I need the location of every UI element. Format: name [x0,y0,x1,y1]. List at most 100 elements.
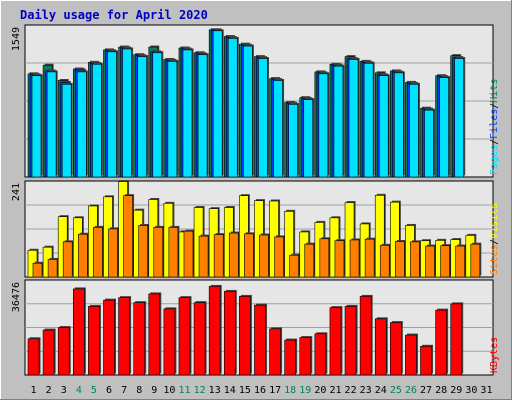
bar-sites-day-13 [213,234,224,278]
legend-entry: Hits [489,79,500,103]
x-label-day: 20 [314,385,326,396]
legend-hits-files-pages: Pages/Files/Hits [489,79,500,175]
x-label-day: 15 [239,385,251,396]
x-label-day: 9 [151,385,157,396]
x-label-day: 2 [46,385,52,396]
bar-pages-day-5 [92,63,102,178]
bar-pages-day-24 [378,75,389,178]
panel-kbytes: 36476 KBytes [11,279,500,376]
legend-entry: / [489,239,500,245]
bar-pages-day-22 [348,59,359,178]
x-label-day: 27 [420,385,432,396]
bar-kbytes-day-18 [284,339,296,376]
y-max-label: 36476 [11,282,22,312]
bar-pages-day-4 [76,71,87,178]
bar-pages-day-8 [137,56,147,178]
bar-sites-day-24 [379,245,390,278]
legend-entry: / [489,103,500,109]
bar-pages-day-3 [61,84,72,178]
bar-kbytes-day-7 [118,297,130,376]
bar-kbytes-day-4 [72,288,85,376]
x-axis-labels: 1 2 3 4 5 6 7 8 9 10 11 12 13 14 15 16 17 18 19 20 21 22 23 24 2… [31,385,493,396]
x-label-day: 29 [450,385,462,396]
bar-pages-day-17 [273,80,283,178]
bar-sites-day-5 [93,227,103,278]
bar-kbytes-day-26 [405,334,417,376]
bar-pages-day-9 [152,52,163,178]
bar-kbytes-day-20 [314,333,327,376]
x-label-day: 11 [178,385,190,396]
x-label-day: 3 [61,385,67,396]
bar-pages-day-27 [424,109,434,178]
legend-entry: KBytes [489,337,500,373]
bar-kbytes-day-11 [178,297,191,376]
bar-kbytes-day-5 [88,306,100,376]
panel-hits-files-pages: 1549 Pages/Files/Hits [11,24,500,178]
bar-sites-day-11 [183,230,194,278]
bar-kbytes-day-27 [420,346,432,376]
legend-entry: Visits [489,203,500,239]
bar-kbytes-day-22 [344,306,357,376]
bar-kbytes-day-9 [148,293,161,376]
bar-kbytes-day-24 [374,318,387,376]
bar-sites-day-10 [168,227,179,278]
bar-sites-day-7 [123,195,133,278]
bar-kbytes-day-1 [27,338,40,376]
bar-sites-day-29 [455,245,466,278]
x-label-day: 4 [76,385,82,396]
x-label-day: 31 [480,385,492,396]
bar-pages-day-15 [243,45,253,178]
bar-pages-day-21 [333,65,344,178]
x-label-day: 5 [91,385,97,396]
bar-visits-day-25 [390,201,400,278]
x-label-day: 23 [360,385,372,396]
bar-pages-day-10 [167,61,178,178]
bar-kbytes-day-16 [254,304,266,376]
bar-sites-day-8 [138,225,148,278]
x-label-day: 1 [31,385,37,396]
bar-pages-day-6 [107,51,117,178]
legend-visits-sites: Sites/Visits [489,203,500,275]
x-label-day: 21 [329,385,341,396]
x-label-day: 13 [209,385,221,396]
bar-sites-day-23 [364,238,375,278]
x-label-day: 24 [375,385,387,396]
x-label-day: 7 [121,385,127,396]
bar-sites-day-2 [47,259,58,278]
bar-pages-day-20 [318,73,329,178]
bar-sites-day-20 [319,238,330,278]
bar-sites-day-25 [395,241,405,278]
bar-sites-day-27 [425,245,435,278]
bar-kbytes-day-6 [103,299,115,376]
bar-sites-day-3 [62,241,73,278]
bar-kbytes-day-19 [299,337,312,376]
bar-pages-day-23 [363,63,374,178]
x-label-day: 14 [224,385,236,396]
bar-sites-day-6 [108,228,118,278]
bar-pages-day-14 [227,38,238,178]
bar-sites-day-30 [470,243,481,278]
legend-entry: Files [489,109,500,139]
x-label-day: 19 [299,385,311,396]
bar-pages-day-11 [182,49,193,178]
bar-kbytes-day-15 [239,296,251,376]
bar-sites-day-15 [244,233,254,278]
y-max-label: 241 [11,183,22,201]
bar-sites-day-12 [198,235,209,278]
bar-pages-day-25 [394,72,404,178]
bar-pages-day-28 [439,77,449,178]
bar-sites-day-19 [304,243,315,278]
bar-kbytes-day-28 [435,309,447,376]
bar-sites-day-1 [32,262,43,278]
x-label-day: 17 [269,385,281,396]
bar-pages-day-19 [303,99,314,178]
x-label-day: 8 [136,385,142,396]
y-max-label: 1549 [11,27,22,51]
bar-kbytes-day-25 [390,322,402,376]
bar-kbytes-day-8 [133,302,145,376]
panel-visits-sites: 241 Sites/Visits [11,180,500,278]
bar-kbytes-day-21 [329,307,342,376]
x-label-day: 25 [390,385,402,396]
bar-pages-day-16 [258,58,268,178]
